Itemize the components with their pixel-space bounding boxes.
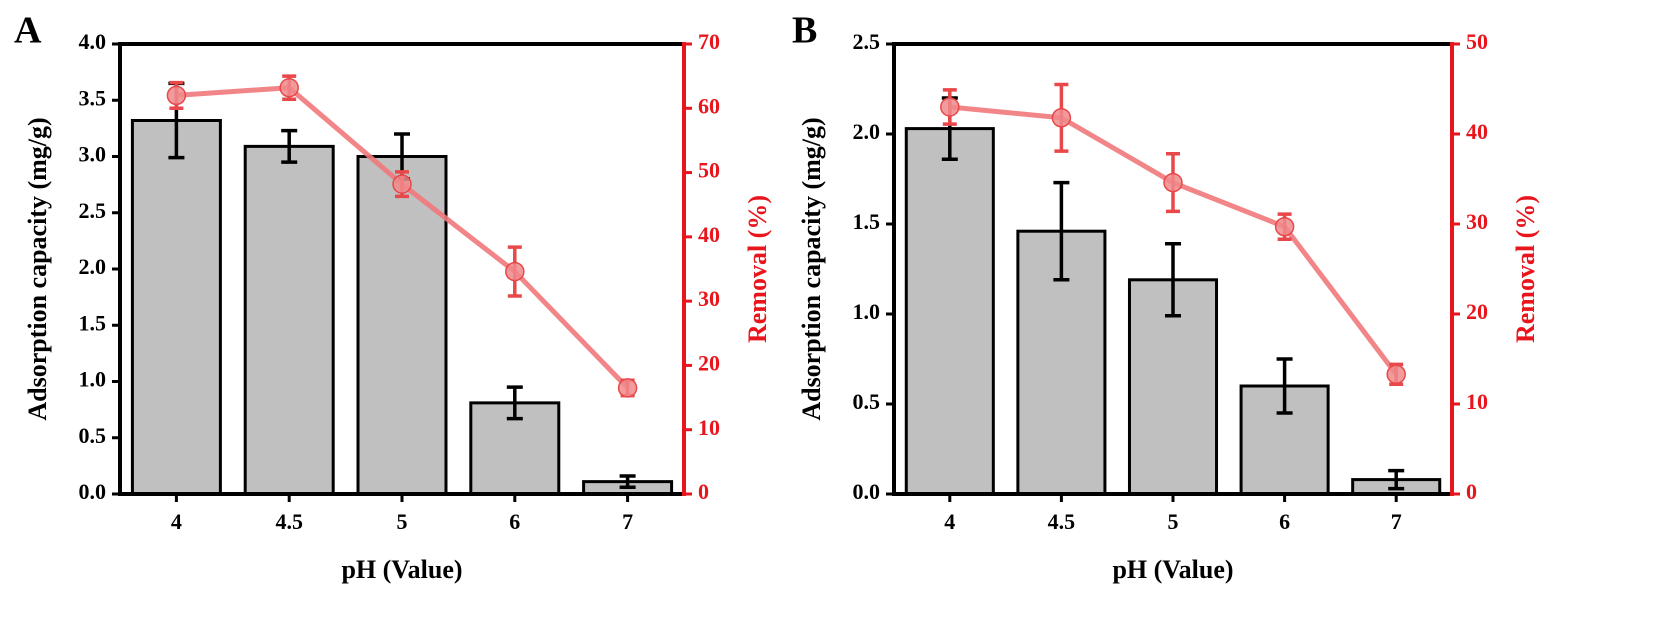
left-tick-label: 0.5 <box>853 389 881 414</box>
x-tick-label: 4.5 <box>1048 509 1076 534</box>
left-tick-label: 1.0 <box>79 367 107 392</box>
panel-label: B <box>792 10 817 52</box>
left-tick-label: 3.5 <box>79 85 107 110</box>
bar-error-6 <box>1276 357 1293 415</box>
right-tick-label: 30 <box>698 286 720 311</box>
left-tick-label: 2.5 <box>853 29 881 54</box>
left-tick-label: 3.0 <box>79 142 107 167</box>
removal-point-5 <box>392 174 412 194</box>
x-tick-label: 4 <box>944 509 955 534</box>
left-tick-label: 2.0 <box>79 254 107 279</box>
x-tick-label: 4.5 <box>275 509 303 534</box>
removal-point-4-5 <box>1051 108 1072 128</box>
bar-error-5 <box>1165 242 1181 318</box>
left-tick-label: 2.5 <box>79 198 107 223</box>
bar-5 <box>356 155 448 496</box>
x-tick-label: 7 <box>1391 509 1402 534</box>
y-axis-title: Adsorption capacity (mg/g) <box>23 117 52 420</box>
bar-error-7 <box>1388 468 1405 491</box>
x-tick-label: 4 <box>171 509 182 534</box>
y-axis-title: Adsorption capacity (mg/g) <box>797 117 826 420</box>
right-tick-label: 20 <box>698 350 720 375</box>
bar-error-7 <box>619 474 636 489</box>
right-tick-label: 60 <box>698 93 720 118</box>
left-tick-label: 0.0 <box>853 479 881 504</box>
bar-4 <box>130 119 222 496</box>
removal-point-4 <box>166 85 187 106</box>
bar-error-4-5 <box>1053 180 1070 282</box>
right-tick-label: 70 <box>698 29 720 54</box>
x-tick-label: 7 <box>622 509 633 534</box>
x-tick-label: 5 <box>1168 509 1179 534</box>
right-tick-label: 0 <box>698 479 709 504</box>
left-tick-label: 1.0 <box>853 299 881 324</box>
x-axis-title: pH (Value) <box>341 555 462 584</box>
chart-panel-b: B 0.0 0.5 1.0 1.5 2.0 2.5 0 10 20 30 40 50 4 4.5 5 6 7 pH … <box>792 10 1540 584</box>
left-tick-label: 1.5 <box>853 209 881 234</box>
left-tick-label: 1.5 <box>79 310 107 335</box>
y2-axis-title: Removal (%) <box>743 195 772 343</box>
right-tick-label: 0 <box>1466 479 1477 504</box>
right-tick-label: 50 <box>698 158 720 183</box>
left-tick-label: 2.0 <box>853 119 881 144</box>
panel-label: A <box>14 10 42 52</box>
removal-point-6 <box>505 261 525 282</box>
y2-axis-title: Removal (%) <box>1511 195 1540 343</box>
removal-point-6 <box>1274 216 1295 237</box>
x-axis-title: pH (Value) <box>1112 555 1233 584</box>
bar-4-5 <box>243 144 335 496</box>
right-tick-label: 10 <box>1466 389 1488 414</box>
removal-point-7 <box>1386 364 1406 385</box>
right-tick-label: 50 <box>1466 29 1488 54</box>
removal-point-5 <box>1163 172 1183 193</box>
removal-point-7 <box>617 378 638 398</box>
right-tick-label: 10 <box>698 415 720 440</box>
x-tick-label: 6 <box>1279 509 1290 534</box>
bar-error-4-5 <box>281 128 298 164</box>
removal-point-4-5 <box>279 77 299 98</box>
removal-point-4 <box>940 97 960 117</box>
x-tick-label: 6 <box>509 509 520 534</box>
x-tick-label: 5 <box>397 509 408 534</box>
right-tick-label: 40 <box>1466 119 1488 144</box>
left-tick-label: 0.0 <box>79 479 107 504</box>
bar-4 <box>904 127 995 496</box>
left-tick-label: 0.5 <box>79 423 107 448</box>
bar-error-6 <box>506 385 523 421</box>
right-tick-label: 30 <box>1466 209 1488 234</box>
right-tick-label: 20 <box>1466 299 1488 324</box>
right-tick-label: 40 <box>698 222 720 247</box>
left-tick-label: 4.0 <box>79 29 107 54</box>
chart-panel-a: A 0.0 0.5 1.0 1.5 2.0 2.5 3.0 3.5 4.0 0 10 20 30 40 50 6… <box>14 10 772 584</box>
